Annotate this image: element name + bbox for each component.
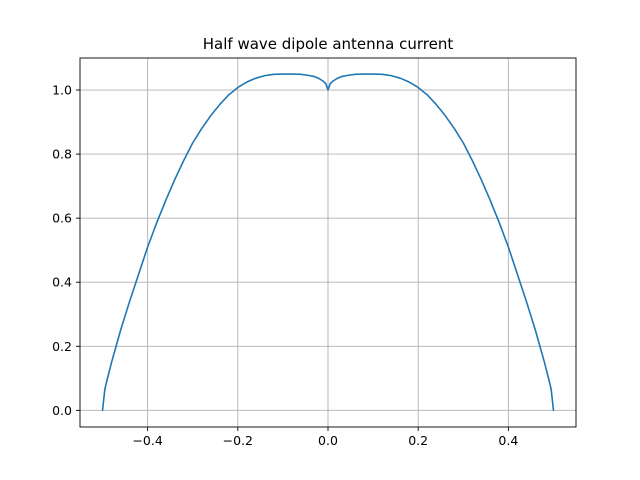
x-tick-label: 0.4 xyxy=(498,433,518,448)
y-tick-label: 0.4 xyxy=(52,275,72,290)
y-tick-label: 0.2 xyxy=(52,339,72,354)
y-tick-label: 0.0 xyxy=(52,403,72,418)
x-tick-label: 0.0 xyxy=(318,433,338,448)
grid-layer xyxy=(80,58,576,427)
series-layer xyxy=(101,73,555,412)
chart-title: Half wave dipole antenna current xyxy=(203,35,454,53)
x-axis: −0.4 −0.2 0.0 0.2 0.4 xyxy=(132,427,518,448)
x-tick-label: 0.2 xyxy=(408,433,428,448)
y-tick-label: 0.8 xyxy=(52,147,72,162)
y-axis: 0.0 0.2 0.4 0.6 0.8 1.0 xyxy=(52,83,80,418)
series-line-antenna-current xyxy=(101,73,555,412)
y-tick-label: 1.0 xyxy=(52,83,72,98)
x-tick-label: −0.2 xyxy=(223,433,253,448)
x-tick-label: −0.4 xyxy=(132,433,162,448)
y-tick-label: 0.6 xyxy=(52,211,72,226)
